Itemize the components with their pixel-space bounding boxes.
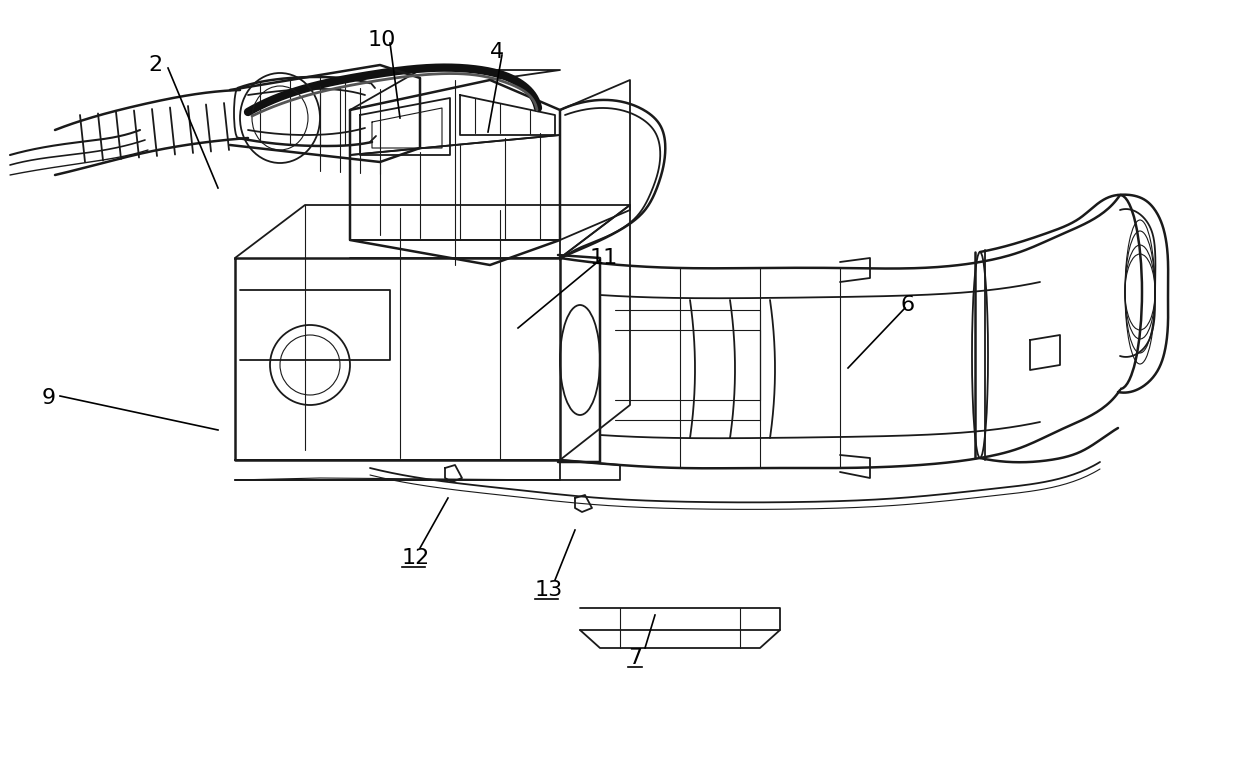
Text: 4: 4: [490, 42, 505, 62]
Text: 7: 7: [627, 648, 642, 668]
Text: 10: 10: [368, 30, 397, 50]
Text: 11: 11: [590, 248, 619, 268]
Text: 9: 9: [42, 388, 56, 408]
Text: 12: 12: [402, 548, 430, 568]
Text: 13: 13: [534, 580, 563, 600]
Text: 6: 6: [900, 295, 914, 315]
Text: 2: 2: [148, 55, 162, 75]
